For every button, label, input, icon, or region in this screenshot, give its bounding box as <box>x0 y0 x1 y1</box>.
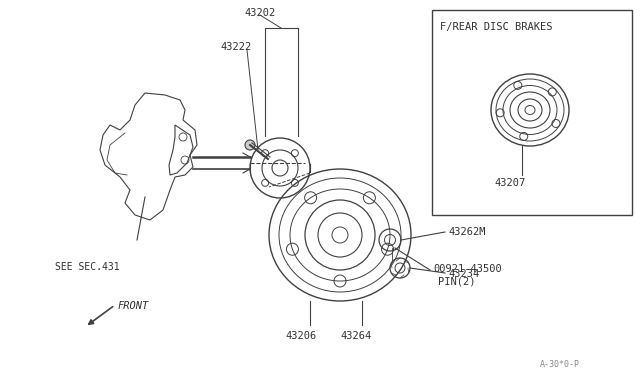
Text: A-30*0-P: A-30*0-P <box>540 360 580 369</box>
Text: FRONT: FRONT <box>118 301 149 311</box>
Circle shape <box>245 140 255 150</box>
Text: PIN(2): PIN(2) <box>438 276 476 286</box>
Text: 43264: 43264 <box>340 331 371 341</box>
Text: 43234: 43234 <box>448 269 479 279</box>
Text: 43207: 43207 <box>494 178 525 188</box>
Text: 43222: 43222 <box>220 42 252 52</box>
Text: 43202: 43202 <box>244 8 276 18</box>
Text: F/REAR DISC BRAKES: F/REAR DISC BRAKES <box>440 22 552 32</box>
Text: 43206: 43206 <box>285 331 316 341</box>
Text: 00921-43500: 00921-43500 <box>433 264 502 274</box>
Text: SEE SEC.431: SEE SEC.431 <box>55 262 120 272</box>
Text: 43262M: 43262M <box>448 227 486 237</box>
Bar <box>432 10 632 215</box>
